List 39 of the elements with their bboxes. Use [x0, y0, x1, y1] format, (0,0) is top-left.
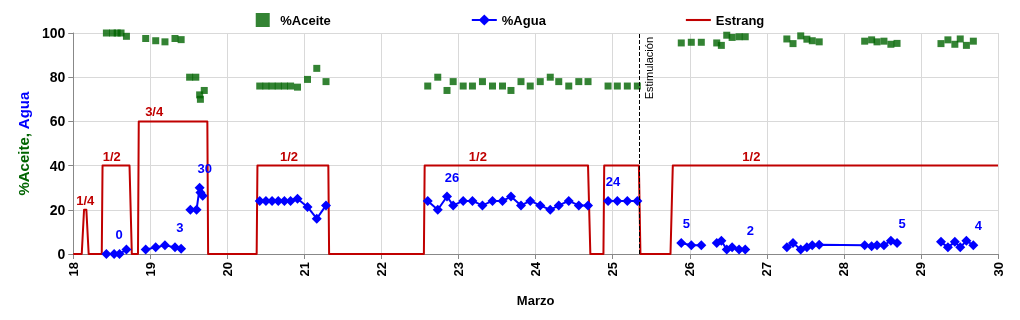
annotation: 1/2: [468, 148, 487, 164]
data-label: 5: [682, 215, 690, 231]
x-tick-label: 22: [374, 262, 390, 277]
x-tick-label: 28: [836, 262, 852, 277]
x-tick-label: 24: [528, 261, 544, 277]
data-label: 5: [898, 215, 906, 231]
data-label: 0: [115, 227, 123, 242]
y-tick-label: 20: [49, 201, 66, 218]
annotation: 1/2: [102, 148, 121, 164]
x-tick-label: 23: [451, 262, 467, 277]
annotation: 3/4: [145, 104, 164, 120]
data-label: 4: [974, 218, 983, 234]
y-tick-label: 40: [49, 157, 66, 174]
annotation: 1/2: [279, 148, 299, 164]
legend-label: %Aceite: [280, 12, 331, 28]
x-tick-label: 27: [759, 262, 775, 277]
legend-label: Estrang: [715, 12, 765, 28]
y-tick-label: 0: [57, 246, 66, 262]
x-tick-label: 30: [990, 262, 1006, 277]
x-tick-label: 29: [913, 262, 929, 277]
data-label: 3: [176, 220, 184, 236]
x-axis-title: Marzo: [516, 293, 555, 308]
data-label: 2: [746, 222, 754, 238]
x-tick-label: 26: [682, 262, 698, 277]
y-tick-label: 60: [49, 113, 66, 130]
annotation: 1/2: [742, 148, 761, 164]
annotation: 1/4: [76, 192, 96, 208]
legend-label: %Agua: [501, 12, 547, 28]
data-label: 24: [605, 173, 622, 189]
y-tick-label: 80: [49, 69, 66, 86]
y-tick-label: 100: [41, 25, 66, 41]
x-tick-label: 19: [142, 262, 158, 277]
x-tick-label: 20: [219, 262, 235, 277]
ref-line-label: Estimulación: [643, 37, 656, 100]
data-label: 26: [444, 169, 460, 185]
y-axis-title: %Aceite, Agua: [15, 91, 32, 196]
x-tick-label: 25: [605, 262, 621, 277]
x-tick-label: 21: [296, 262, 312, 277]
x-tick-label: 18: [65, 262, 81, 277]
